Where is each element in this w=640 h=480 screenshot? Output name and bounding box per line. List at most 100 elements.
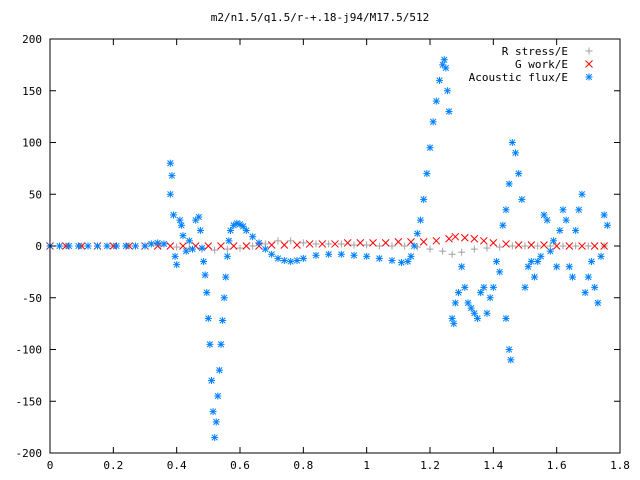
data-point — [160, 240, 168, 248]
data-point — [363, 252, 371, 260]
data-point — [460, 233, 469, 242]
data-point — [479, 236, 488, 245]
data-point — [417, 216, 424, 224]
data-point — [420, 195, 428, 203]
data-point — [474, 314, 481, 322]
data-point — [274, 254, 282, 262]
data-point — [173, 261, 181, 269]
data-point — [381, 239, 390, 247]
data-point — [597, 252, 605, 260]
data-point — [489, 283, 497, 291]
data-point — [467, 304, 475, 312]
data-point — [350, 251, 358, 259]
plot-area — [46, 56, 611, 441]
data-point — [537, 252, 545, 260]
data-point — [94, 242, 101, 250]
data-point — [443, 87, 451, 95]
data-point — [249, 233, 257, 241]
x-tick-label: 1.6 — [547, 459, 567, 472]
data-point — [534, 242, 542, 250]
data-point — [521, 242, 529, 250]
data-point — [448, 314, 456, 322]
data-point — [562, 216, 570, 224]
data-point — [569, 273, 576, 281]
data-point — [217, 242, 225, 250]
legend-marker — [585, 47, 593, 55]
x-tick-label: 0.8 — [293, 459, 313, 472]
data-point — [419, 238, 428, 246]
data-point — [584, 273, 592, 281]
y-tick-label: 200 — [22, 33, 42, 46]
data-point — [189, 245, 196, 253]
x-tick-label: 1.4 — [483, 459, 503, 472]
data-point — [508, 242, 516, 250]
legend-marker — [585, 60, 593, 68]
legend-label: G work/E — [515, 58, 568, 71]
y-tick-label: 50 — [29, 188, 42, 201]
data-point — [141, 242, 149, 250]
data-point — [267, 241, 276, 249]
data-point — [429, 118, 437, 126]
x-tick-label: 0.2 — [103, 459, 123, 472]
data-point — [176, 216, 184, 224]
series-1 — [46, 232, 609, 250]
data-point — [450, 320, 458, 328]
data-point — [401, 242, 409, 250]
data-point — [470, 309, 478, 317]
y-tick-label: -150 — [16, 395, 43, 408]
x-tick-label: 0.6 — [230, 459, 250, 472]
data-point — [242, 242, 251, 250]
data-point — [249, 242, 257, 250]
data-point — [502, 314, 510, 322]
data-point — [584, 242, 592, 250]
data-point — [521, 283, 529, 291]
data-point — [407, 252, 415, 260]
data-point — [132, 242, 139, 250]
data-point — [404, 258, 412, 266]
data-point — [505, 346, 513, 353]
data-point — [603, 221, 611, 229]
data-point — [440, 56, 448, 64]
data-point — [325, 240, 333, 248]
data-point — [448, 250, 456, 258]
data-point — [204, 314, 212, 322]
data-point — [442, 64, 450, 72]
data-point — [426, 144, 434, 152]
y-tick-label: 100 — [22, 137, 42, 150]
data-point — [356, 239, 365, 247]
x-tick-label: 0 — [47, 459, 54, 472]
data-point — [480, 283, 488, 291]
data-point — [122, 242, 130, 250]
data-point — [375, 254, 383, 262]
data-point — [388, 256, 396, 264]
data-point — [410, 242, 418, 250]
data-point — [591, 283, 599, 291]
data-point — [550, 237, 557, 245]
data-point — [182, 247, 190, 255]
axes: 0 0.2 0.4 0.6 0.8 1 1.2 1.4 1.6 1.8 -200 -150 -100 -5… — [16, 33, 630, 472]
data-point — [572, 242, 580, 250]
data-point — [280, 241, 289, 249]
data-point — [227, 226, 234, 234]
data-point — [200, 258, 208, 266]
data-point — [209, 408, 217, 416]
data-point — [514, 241, 523, 249]
data-point — [470, 234, 479, 243]
data-point — [287, 237, 295, 245]
data-point — [565, 263, 573, 271]
data-point — [274, 237, 282, 245]
data-point — [464, 299, 472, 307]
data-point — [496, 243, 504, 251]
data-point — [201, 271, 209, 279]
data-point — [572, 226, 580, 234]
data-point — [394, 238, 403, 246]
data-point — [166, 159, 174, 167]
data-point — [432, 236, 441, 245]
data-point — [398, 259, 405, 267]
data-point — [489, 239, 498, 247]
data-point — [540, 241, 548, 249]
data-point — [565, 242, 574, 250]
data-point — [552, 242, 561, 250]
data-point — [483, 244, 491, 252]
